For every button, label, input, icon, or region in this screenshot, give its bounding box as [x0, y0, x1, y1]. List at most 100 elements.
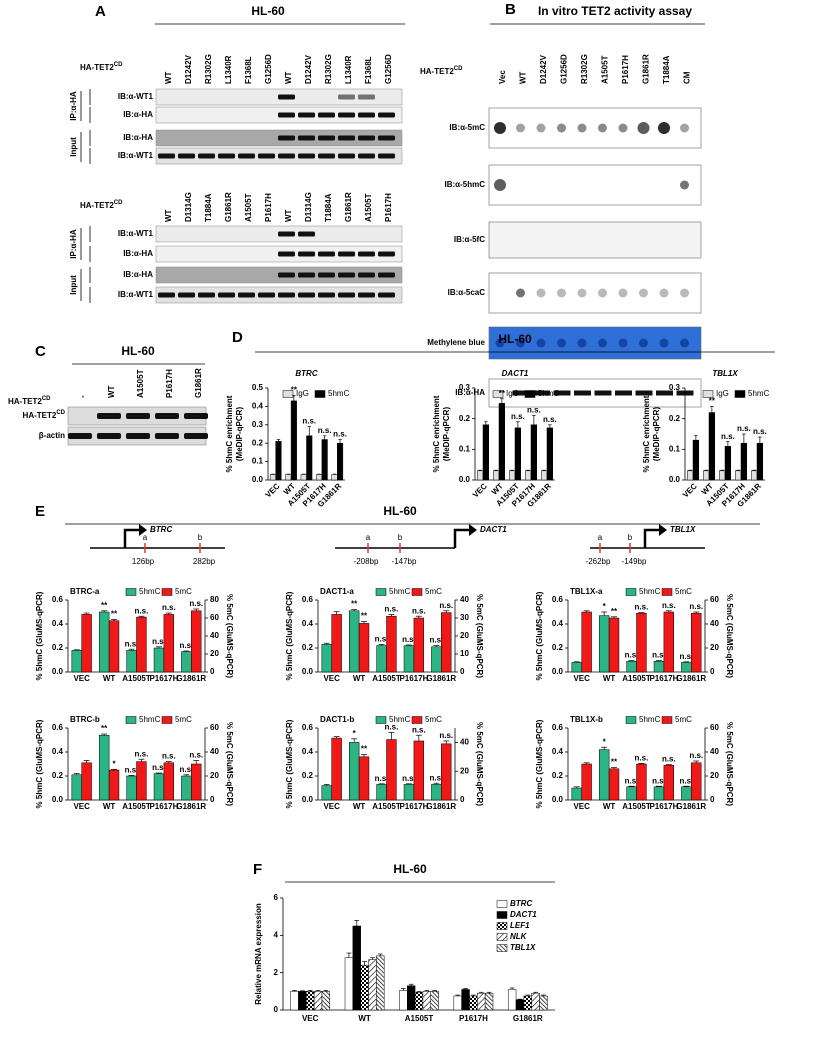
lane-label: WT	[284, 71, 293, 84]
bar	[413, 740, 425, 801]
legend-swatch	[375, 716, 387, 724]
lane-label: D1314G	[304, 192, 313, 222]
y2-tick-label: 20	[460, 766, 469, 775]
y-axis-title: % 5hmC (GluMS-qPCR)	[285, 719, 294, 808]
legend-swatch	[524, 390, 536, 398]
blot-band	[512, 390, 530, 396]
bar	[337, 442, 344, 481]
significance-label: *	[603, 602, 607, 611]
bar	[686, 470, 694, 481]
bar	[636, 763, 647, 801]
error-bar	[165, 761, 172, 763]
blot-band	[318, 292, 335, 298]
label-text: HA-TET2	[80, 201, 114, 210]
tss-arrow	[453, 528, 469, 548]
bar	[476, 470, 484, 481]
blot-band	[378, 153, 395, 159]
significance-label: n.s.	[375, 635, 389, 644]
legend-swatch	[496, 922, 508, 930]
bar	[126, 775, 137, 801]
bar	[441, 743, 452, 801]
error-bar	[720, 469, 724, 471]
site-position: 126bp	[132, 557, 155, 566]
label-superscript: CD	[454, 66, 463, 72]
bar	[163, 614, 175, 673]
significance-label: n.s.	[635, 754, 649, 763]
y2-tick-label: 20	[210, 649, 219, 658]
row-label: IB:α-HA	[123, 249, 153, 258]
bar	[691, 762, 702, 801]
error-bar	[541, 994, 546, 996]
bar	[403, 645, 415, 673]
bar	[285, 474, 292, 481]
blot-dot	[598, 288, 607, 298]
error-bar	[361, 754, 367, 757]
group-label: IP:α-HA	[69, 229, 78, 259]
lane-label: CM	[683, 71, 692, 84]
x-tick-label: VEC	[471, 481, 489, 499]
lane-label: D1242V	[304, 54, 313, 84]
legend-label: 5hmC	[328, 389, 350, 398]
y2-tick-label: 40	[210, 747, 219, 756]
bar	[740, 442, 748, 481]
significance-label: n.s.	[625, 651, 639, 660]
bar	[81, 762, 92, 801]
gene-name: BTRC	[150, 525, 172, 534]
lane-label: G1861R	[642, 54, 651, 84]
y-axis-title: % 5hmC (GluMS-qPCR)	[285, 591, 294, 680]
blot-band	[238, 292, 255, 298]
error-bar	[400, 988, 406, 991]
lane-label: L1340R	[224, 55, 233, 84]
error-bar	[377, 953, 383, 956]
error-bar	[542, 469, 546, 471]
stain-dot	[495, 338, 505, 348]
lane-label: T1884A	[204, 193, 213, 222]
lane-label: D1314G	[184, 192, 193, 222]
bar	[461, 989, 470, 1011]
bar	[507, 989, 517, 1011]
lane-label: WT	[519, 71, 528, 84]
significance-label: n.s.	[135, 606, 149, 615]
x-tick-label: VEC	[264, 481, 282, 499]
y-axis-title: % 5hmC (GluMS-qPCR)	[535, 591, 544, 680]
blot-band	[178, 292, 195, 298]
panel-title: HL-60	[498, 332, 532, 346]
y-tick-label: 0.0	[302, 667, 314, 676]
bar	[414, 992, 424, 1011]
error-bar	[128, 648, 135, 651]
significance-label: n.s.	[375, 774, 389, 783]
significance-label: n.s.	[412, 725, 426, 734]
blot-band	[68, 433, 92, 439]
blot-band	[155, 433, 179, 439]
x-tick-label: P1617H	[149, 674, 178, 683]
bar	[524, 470, 532, 481]
blot-band	[358, 272, 375, 278]
row-label: IB:α-HA	[123, 110, 153, 119]
error-bar	[424, 990, 430, 992]
y2-tick-label: 40	[710, 747, 719, 756]
legend-swatch	[411, 588, 423, 596]
y-axis-title: % 5hmC (GluMS-qPCR)	[35, 719, 44, 808]
panel-title: HL-60	[393, 862, 427, 876]
error-bar	[478, 991, 484, 994]
bar	[98, 611, 110, 673]
error-bar	[517, 998, 523, 1000]
blot-dot	[494, 179, 506, 191]
y-tick-label: 0.4	[52, 747, 64, 756]
legend-label: IgG	[296, 389, 309, 398]
gene-name: DACT1	[480, 525, 507, 534]
error-bar	[333, 611, 340, 615]
lane-label: WT	[164, 71, 173, 84]
x-tick-label: VEC	[573, 674, 590, 683]
blot-dot	[618, 288, 628, 298]
bar	[348, 610, 360, 673]
y-tick-label: 0.6	[552, 595, 564, 604]
row-label: IB:α-HA	[455, 388, 485, 397]
construct-label: HA-TET2CD	[8, 396, 51, 407]
bar	[376, 645, 387, 673]
error-bar	[471, 994, 476, 996]
y-axis-title: % 5hmC enrichment	[432, 395, 441, 472]
stain-dot	[557, 338, 566, 348]
y2-tick-label: 80	[210, 595, 219, 604]
x-tick-label: P1617H	[649, 674, 678, 683]
